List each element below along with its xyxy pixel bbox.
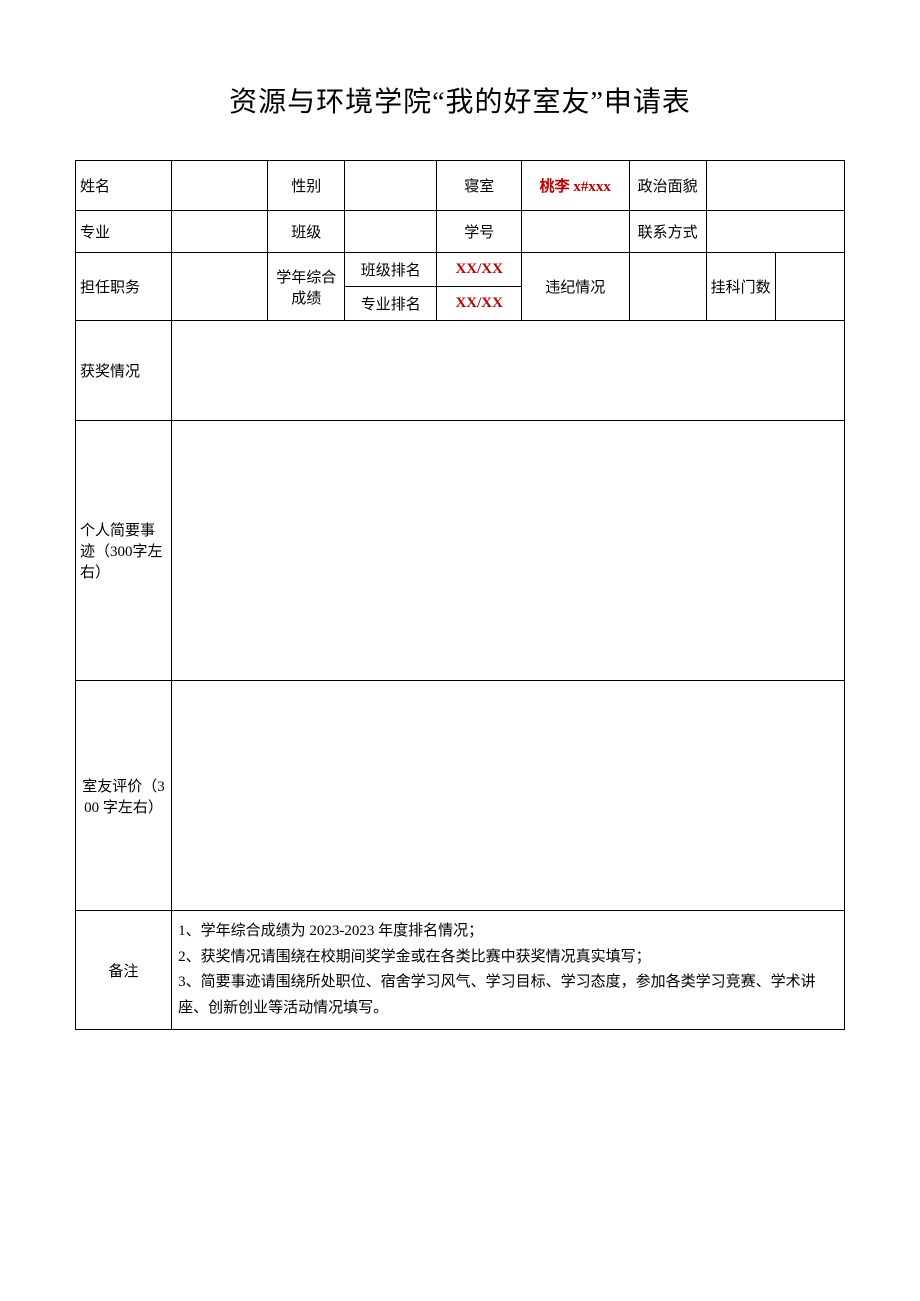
value-roommate-eval[interactable] xyxy=(172,681,845,911)
label-violation: 违纪情况 xyxy=(521,253,629,321)
label-year-score: 学年综合成绩 xyxy=(268,253,345,321)
label-name: 姓名 xyxy=(76,161,172,211)
notes-line-2: 2、获奖情况请围绕在校期间奖学金或在各类比赛中获奖情况真实填写； xyxy=(178,945,838,971)
value-major-rank[interactable]: XX/XX xyxy=(437,287,522,321)
label-gender: 性别 xyxy=(268,161,345,211)
notes-content: 1、学年综合成绩为 2023-2023 年度排名情况； 2、获奖情况请围绕在校期… xyxy=(172,911,845,1030)
value-fail-count[interactable] xyxy=(775,253,844,321)
label-class-rank: 班级排名 xyxy=(345,253,437,287)
value-personal-story[interactable] xyxy=(172,421,845,681)
label-political: 政治面貌 xyxy=(629,161,706,211)
table-row: 姓名 性别 寝室 桃李 x#xxx 政治面貌 xyxy=(76,161,845,211)
label-notes: 备注 xyxy=(76,911,172,1030)
value-major[interactable] xyxy=(172,211,268,253)
table-row: 担任职务 学年综合成绩 班级排名 XX/XX 违纪情况 挂科门数 xyxy=(76,253,845,287)
label-student-id: 学号 xyxy=(437,211,522,253)
value-position[interactable] xyxy=(172,253,268,321)
value-class[interactable] xyxy=(345,211,437,253)
label-personal-story: 个人简要事迹（300字左右） xyxy=(76,421,172,681)
table-row: 个人简要事迹（300字左右） xyxy=(76,421,845,681)
label-class: 班级 xyxy=(268,211,345,253)
notes-line-3: 3、简要事迹请围绕所处职位、宿舍学习风气、学习目标、学习态度，参加各类学习竞赛、… xyxy=(178,970,838,1021)
label-major: 专业 xyxy=(76,211,172,253)
application-table: 姓名 性别 寝室 桃李 x#xxx 政治面貌 专业 班级 学号 联系方式 担任职… xyxy=(75,160,845,1030)
value-political[interactable] xyxy=(706,161,844,211)
label-position: 担任职务 xyxy=(76,253,172,321)
label-roommate-eval: 室友评价（300 字左右） xyxy=(76,681,172,911)
value-student-id[interactable] xyxy=(521,211,629,253)
label-major-rank: 专业排名 xyxy=(345,287,437,321)
label-fail-count: 挂科门数 xyxy=(706,253,775,321)
label-contact: 联系方式 xyxy=(629,211,706,253)
label-awards: 获奖情况 xyxy=(76,321,172,421)
label-dorm: 寝室 xyxy=(437,161,522,211)
value-class-rank[interactable]: XX/XX xyxy=(437,253,522,287)
value-dorm[interactable]: 桃李 x#xxx xyxy=(521,161,629,211)
table-row: 专业 班级 学号 联系方式 xyxy=(76,211,845,253)
table-row: 备注 1、学年综合成绩为 2023-2023 年度排名情况； 2、获奖情况请围绕… xyxy=(76,911,845,1030)
form-title: 资源与环境学院“我的好室友”申请表 xyxy=(75,80,845,120)
value-awards[interactable] xyxy=(172,321,845,421)
table-row: 室友评价（300 字左右） xyxy=(76,681,845,911)
notes-line-1: 1、学年综合成绩为 2023-2023 年度排名情况； xyxy=(178,919,838,945)
table-row: 获奖情况 xyxy=(76,321,845,421)
value-gender[interactable] xyxy=(345,161,437,211)
value-name[interactable] xyxy=(172,161,268,211)
value-violation[interactable] xyxy=(629,253,706,321)
value-contact[interactable] xyxy=(706,211,844,253)
